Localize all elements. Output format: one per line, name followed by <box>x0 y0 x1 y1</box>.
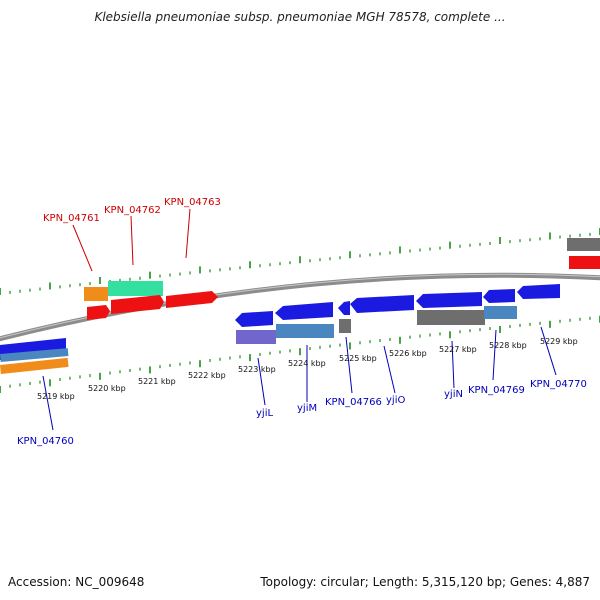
kbp-label: 5226 kbp <box>389 349 427 358</box>
lower-tick-track <box>0 315 600 393</box>
label-KPN_04760[interactable]: KPN_04760 <box>17 436 74 447</box>
leader-KPN_04769 <box>492 329 497 381</box>
feature-KPN_04761-red[interactable] <box>87 305 110 320</box>
map-title: Klebsiella pneumoniae subsp. pneumoniae … <box>94 10 506 24</box>
label-yjiL[interactable]: yjiL <box>256 408 273 419</box>
kbp-label: 5224 kbp <box>288 359 326 368</box>
kbp-label: 5229 kbp <box>540 337 578 346</box>
leader-yjiO <box>383 345 396 394</box>
label-KPN_04762[interactable]: KPN_04762 <box>104 205 161 216</box>
feature-yjiN-gray[interactable] <box>417 310 485 325</box>
kbp-label: 5223 kbp <box>238 365 276 374</box>
feature-KPN_04770[interactable] <box>517 284 560 299</box>
leader-KPN_04766 <box>345 336 353 394</box>
leader-yjiL <box>257 357 266 406</box>
upper-tick-track <box>0 228 600 295</box>
feature-yjiL-purple[interactable] <box>236 330 276 344</box>
accession-text: Accession: NC_009648 <box>8 575 145 589</box>
feature-KPN_04762-red[interactable] <box>111 295 164 314</box>
label-KPN_04769[interactable]: KPN_04769 <box>468 385 525 396</box>
feature-yjiL[interactable] <box>235 311 273 327</box>
kbp-label: 5222 kbp <box>188 371 226 380</box>
leader-KPN_04770 <box>540 326 557 376</box>
feature-KPN_04763-red[interactable] <box>166 291 218 308</box>
leader-KPN_04763 <box>185 208 191 259</box>
leader-yjiN <box>451 340 455 389</box>
kbp-label: 5220 kbp <box>88 384 126 393</box>
kbp-label: 5227 kbp <box>439 345 477 354</box>
feature-KPN_04766[interactable] <box>338 301 350 315</box>
kbp-scale-labels: 5219 kbp 5220 kbp 5221 kbp 5222 kbp 5223… <box>37 337 578 401</box>
feature-KPN_04761-orange[interactable] <box>84 287 108 301</box>
feature-KPN_04760-steel[interactable] <box>0 348 69 362</box>
label-KPN_04763[interactable]: KPN_04763 <box>164 197 221 208</box>
kbp-label: 5225 kbp <box>339 354 377 363</box>
leader-KPN_04762 <box>130 215 134 266</box>
genome-summary-text: Topology: circular; Length: 5,315,120 bp… <box>260 575 590 589</box>
feature-KPN_04762-green[interactable] <box>108 281 163 296</box>
kbp-label: 5228 kbp <box>489 341 527 350</box>
feature-right-red[interactable] <box>569 256 600 269</box>
feature-KPN_04769[interactable] <box>483 289 515 303</box>
feature-KPN_04769-steel[interactable] <box>484 306 517 319</box>
feature-yjiN[interactable] <box>416 292 482 308</box>
label-KPN_04766[interactable]: KPN_04766 <box>325 397 382 408</box>
feature-right-gray[interactable] <box>567 238 600 251</box>
feature-yjiM[interactable] <box>275 302 333 320</box>
label-KPN_04770[interactable]: KPN_04770 <box>530 379 587 390</box>
label-yjiN[interactable]: yjiN <box>444 389 463 400</box>
feature-yjiM-steel[interactable] <box>276 324 334 338</box>
feature-KPN_04766-gray[interactable] <box>339 319 351 333</box>
genome-backbone <box>0 272 600 342</box>
label-yjiO[interactable]: yjiO <box>386 395 405 406</box>
leader-KPN_04760 <box>42 375 54 431</box>
feature-KPN_04760-orange[interactable] <box>0 357 69 374</box>
label-yjiM[interactable]: yjiM <box>297 403 317 414</box>
leader-KPN_04761 <box>72 224 93 272</box>
feature-yjiO[interactable] <box>350 295 414 313</box>
label-KPN_04761[interactable]: KPN_04761 <box>43 213 100 224</box>
kbp-label: 5219 kbp <box>37 392 75 401</box>
genome-backbone-highlight <box>0 273 600 339</box>
kbp-label: 5221 kbp <box>138 377 176 386</box>
